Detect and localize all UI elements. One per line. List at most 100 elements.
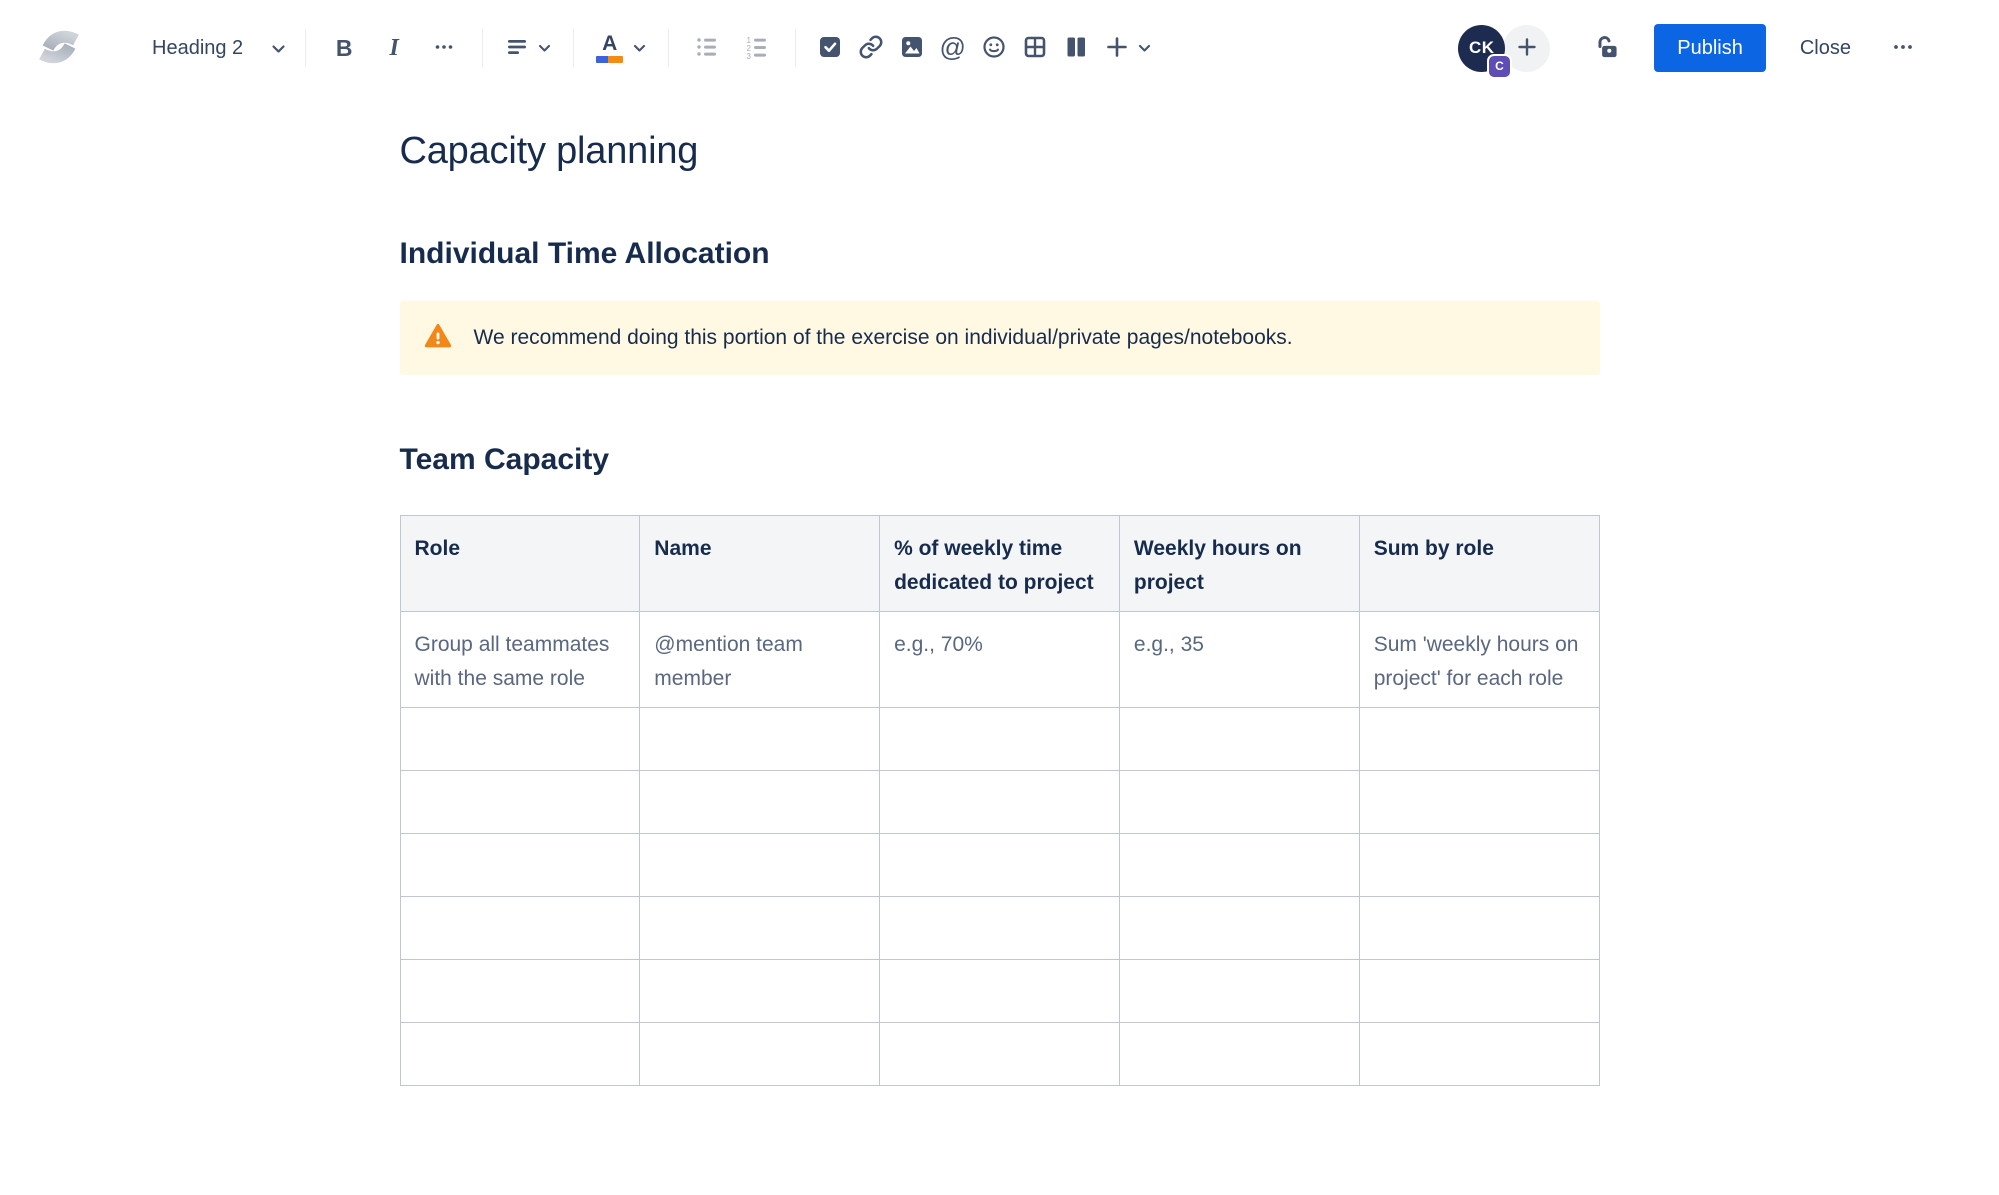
empty-cell[interactable] [639, 1022, 881, 1087]
empty-cell[interactable] [399, 770, 641, 835]
editor-toolbar: Heading 2 B I [0, 0, 1999, 96]
checkbox-icon [817, 34, 843, 63]
empty-cell[interactable] [399, 1022, 641, 1087]
empty-cell[interactable] [879, 1022, 1120, 1087]
emoji-icon [981, 34, 1007, 63]
empty-cell[interactable] [1358, 707, 1600, 772]
empty-cell[interactable] [1358, 770, 1600, 835]
empty-row [399, 959, 1600, 1024]
toolbar-divider [573, 29, 575, 67]
section-heading-team-capacity[interactable]: Team Capacity [399, 443, 610, 476]
svg-text:1: 1 [747, 36, 752, 45]
example-cell-role[interactable]: Group all teammates with the same role [399, 611, 641, 709]
bold-button[interactable]: B [319, 24, 369, 72]
capacity-table: Role Name % of weekly time dedicated to … [399, 514, 1600, 1087]
table-header-sum-by-role[interactable]: Sum by role [1358, 514, 1600, 613]
user-avatar[interactable]: CK C [1458, 24, 1513, 79]
page-title[interactable]: Capacity planning [399, 130, 699, 172]
empty-cell[interactable] [1358, 896, 1600, 961]
emoji-button[interactable] [973, 24, 1014, 72]
empty-cell[interactable] [399, 896, 641, 961]
more-formatting-button[interactable] [419, 24, 469, 72]
toolbar-divider [795, 29, 797, 67]
align-button[interactable] [496, 24, 560, 72]
empty-cell[interactable] [1118, 770, 1360, 835]
empty-cell[interactable] [399, 707, 641, 772]
empty-cell[interactable] [399, 959, 641, 1024]
image-icon [899, 34, 925, 63]
empty-cell[interactable] [1118, 959, 1360, 1024]
confluence-logo[interactable] [34, 23, 84, 73]
table-header-name[interactable]: Name [639, 514, 881, 613]
empty-row [399, 1022, 1600, 1087]
table-header-role[interactable]: Role [399, 514, 641, 613]
empty-cell[interactable] [1358, 833, 1600, 898]
editor-content: Capacity planning Individual Time Alloca… [399, 130, 1600, 1087]
empty-cell[interactable] [1118, 833, 1360, 898]
link-button[interactable] [850, 24, 891, 72]
empty-cell[interactable] [1358, 959, 1600, 1024]
numbered-list-icon: 1 2 3 [744, 34, 770, 63]
table-button[interactable] [1014, 24, 1055, 72]
mention-button[interactable]: @ [932, 24, 973, 72]
publish-button[interactable]: Publish [1654, 24, 1766, 72]
text-style-label: Heading 2 [152, 36, 244, 59]
example-cell-name[interactable]: @mention team member [639, 611, 881, 709]
numbered-list-button[interactable]: 1 2 3 [732, 24, 782, 72]
empty-cell[interactable] [1118, 1022, 1360, 1087]
confluence-logo-icon [34, 22, 84, 75]
insert-more-button[interactable] [1096, 24, 1158, 72]
empty-row [399, 770, 1600, 835]
table-icon [1022, 34, 1048, 63]
empty-cell[interactable] [879, 896, 1120, 961]
example-cell-sum-by-role[interactable]: Sum 'weekly hours on project' for each r… [1358, 611, 1600, 709]
table-header-weekly-hours[interactable]: Weekly hours on project [1118, 514, 1360, 613]
empty-cell[interactable] [879, 707, 1120, 772]
empty-cell[interactable] [879, 833, 1120, 898]
empty-cell[interactable] [639, 770, 881, 835]
image-button[interactable] [891, 24, 932, 72]
avatar-app-badge: C [1487, 53, 1513, 79]
link-icon [858, 34, 884, 63]
more-dots-icon [432, 35, 456, 62]
chevron-down-icon [271, 37, 286, 60]
layout-button[interactable] [1055, 24, 1096, 72]
empty-cell[interactable] [639, 707, 881, 772]
text-color-button[interactable]: A [587, 24, 655, 72]
warning-icon [424, 322, 452, 355]
empty-cell[interactable] [1118, 707, 1360, 772]
example-row: Group all teammates with the same role @… [399, 611, 1600, 709]
empty-cell[interactable] [399, 833, 641, 898]
empty-cell[interactable] [1358, 1022, 1600, 1087]
empty-cell[interactable] [639, 896, 881, 961]
italic-button[interactable]: I [369, 24, 419, 72]
align-left-icon [505, 35, 529, 62]
empty-cell[interactable] [639, 959, 881, 1024]
task-list-button[interactable] [809, 24, 850, 72]
toolbar-divider [668, 29, 670, 67]
warning-panel[interactable]: We recommend doing this portion of the e… [399, 301, 1600, 375]
bullet-list-icon [694, 34, 720, 63]
bullet-list-button[interactable] [682, 24, 732, 72]
toolbar-divider [482, 29, 484, 67]
text-style-dropdown[interactable]: Heading 2 [146, 24, 292, 72]
empty-row [399, 833, 1600, 898]
plus-icon [1104, 34, 1130, 63]
empty-cell[interactable] [639, 833, 881, 898]
table-header-weekly-time-pct[interactable]: % of weekly time dedicated to project [879, 514, 1120, 613]
svg-text:2: 2 [747, 44, 752, 53]
more-actions-button[interactable] [1881, 24, 1925, 72]
chevron-down-icon [538, 41, 551, 56]
empty-cell[interactable] [1118, 896, 1360, 961]
unlock-button[interactable] [1588, 24, 1628, 72]
empty-cell[interactable] [879, 959, 1120, 1024]
plus-icon [1515, 35, 1539, 62]
example-cell-weekly-hours[interactable]: e.g., 35 [1118, 611, 1360, 709]
section-heading-individual-time-allocation[interactable]: Individual Time Allocation [399, 237, 770, 270]
example-cell-weekly-time-pct[interactable]: e.g., 70% [879, 611, 1120, 709]
capacity-table-body: Group all teammates with the same role @… [399, 611, 1600, 1087]
italic-icon: I [389, 34, 399, 61]
empty-cell[interactable] [879, 770, 1120, 835]
close-button[interactable]: Close [1790, 24, 1861, 72]
avatar-initials: CK [1468, 38, 1495, 57]
